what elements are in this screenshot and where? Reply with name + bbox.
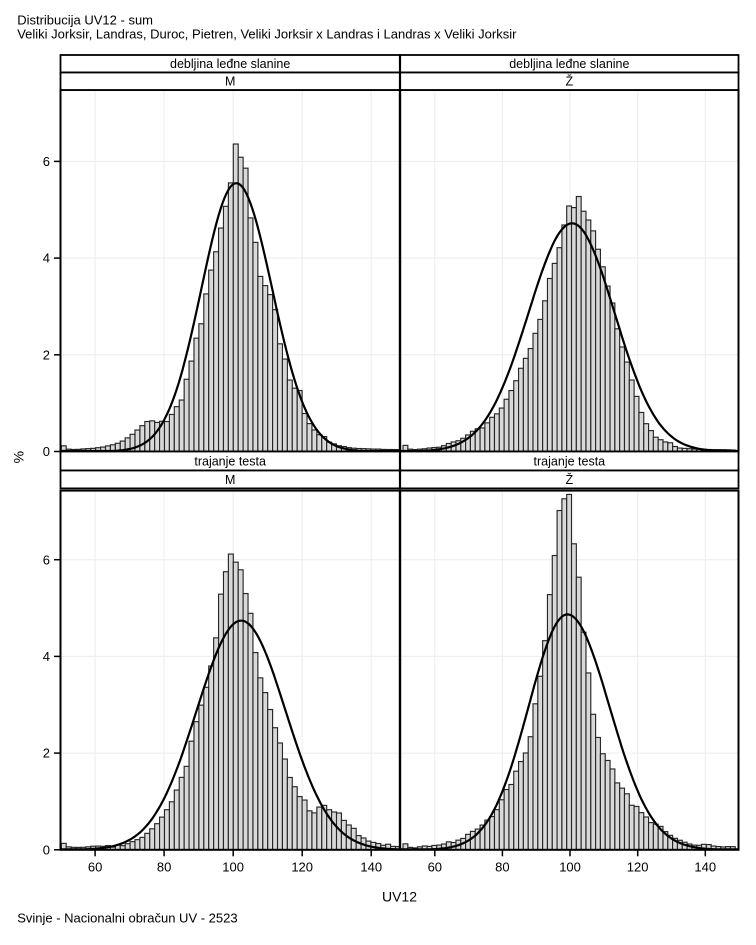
svg-text:Ž: Ž: [566, 74, 574, 89]
svg-text:80: 80: [157, 859, 171, 874]
svg-text:140: 140: [360, 859, 382, 874]
svg-text:100: 100: [222, 859, 244, 874]
svg-text:trajanje testa: trajanje testa: [194, 454, 266, 468]
svg-text:Distribucija UV12 - sum: Distribucija UV12 - sum: [17, 13, 153, 28]
svg-text:0: 0: [43, 842, 50, 857]
svg-text:%: %: [11, 451, 27, 463]
svg-text:140: 140: [694, 859, 716, 874]
svg-text:M: M: [225, 75, 235, 89]
svg-text:Veliki Jorksir, Landras, Duroc: Veliki Jorksir, Landras, Duroc, Pietren,…: [17, 26, 517, 41]
svg-text:4: 4: [43, 251, 50, 266]
svg-text:120: 120: [627, 859, 649, 874]
svg-text:6: 6: [43, 552, 50, 567]
svg-text:80: 80: [495, 859, 509, 874]
svg-text:M: M: [225, 473, 235, 487]
svg-text:100: 100: [559, 859, 581, 874]
svg-text:Svinje - Nacionalni obračun UV: Svinje - Nacionalni obračun UV - 2523: [17, 911, 237, 926]
svg-text:4: 4: [43, 649, 50, 664]
svg-text:6: 6: [43, 154, 50, 169]
svg-text:trajanje testa: trajanje testa: [534, 454, 606, 468]
svg-text:2: 2: [43, 746, 50, 761]
svg-text:UV12: UV12: [382, 889, 417, 905]
svg-text:Ž: Ž: [566, 472, 574, 487]
svg-text:2: 2: [43, 347, 50, 362]
svg-text:120: 120: [291, 859, 313, 874]
svg-text:60: 60: [88, 859, 102, 874]
svg-text:debljina leđne slanine: debljina leđne slanine: [509, 57, 629, 71]
svg-text:60: 60: [428, 859, 442, 874]
svg-text:0: 0: [43, 444, 50, 459]
svg-text:debljina leđne slanine: debljina leđne slanine: [170, 57, 290, 71]
